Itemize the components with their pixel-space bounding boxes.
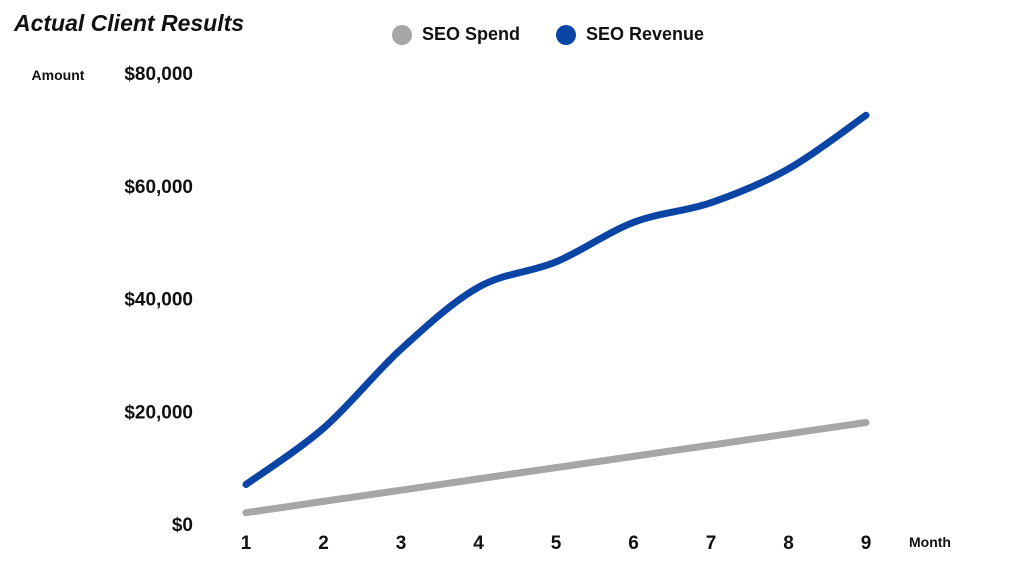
x-tick-label: 3 [396, 533, 407, 554]
legend-label-seo-spend: SEO Spend [422, 24, 521, 44]
x-tick-label: 5 [551, 533, 562, 554]
x-tick-label: 9 [861, 533, 872, 554]
chart-title: Actual Client Results [14, 10, 245, 36]
legend-marker-seo-revenue [556, 24, 577, 45]
chart-legend: SEO Spend SEO Revenue [392, 24, 704, 45]
series-line-seo-spend [242, 419, 870, 517]
x-tick-label: 6 [628, 533, 639, 554]
x-tick-label: 2 [318, 533, 329, 554]
x-tick-label: 1 [241, 533, 252, 554]
x-tick-label: 8 [783, 533, 794, 554]
y-tick-label: $80,000 [124, 64, 193, 85]
y-tick-label: $60,000 [124, 177, 193, 198]
y-axis-label: Amount [32, 67, 85, 83]
y-tick-label: $0 [172, 515, 193, 536]
legend-item-seo-revenue: SEO Revenue [556, 24, 704, 45]
x-axis-label: Month [909, 534, 951, 550]
y-tick-label: $40,000 [124, 290, 193, 311]
y-tick-label: $20,000 [124, 402, 193, 423]
x-tick-label: 7 [706, 533, 717, 554]
x-axis-ticks: 1 2 3 4 5 6 7 8 9 [241, 533, 872, 554]
legend-label-seo-revenue: SEO Revenue [586, 24, 705, 44]
legend-marker-seo-spend [392, 24, 412, 45]
series-line-seo-revenue [242, 111, 870, 488]
x-tick-label: 4 [473, 533, 484, 554]
legend-item-seo-spend: SEO Spend [392, 24, 520, 45]
series-lines [242, 111, 870, 517]
y-axis-ticks: $0 $20,000 $40,000 $60,000 $80,000 [124, 64, 193, 536]
